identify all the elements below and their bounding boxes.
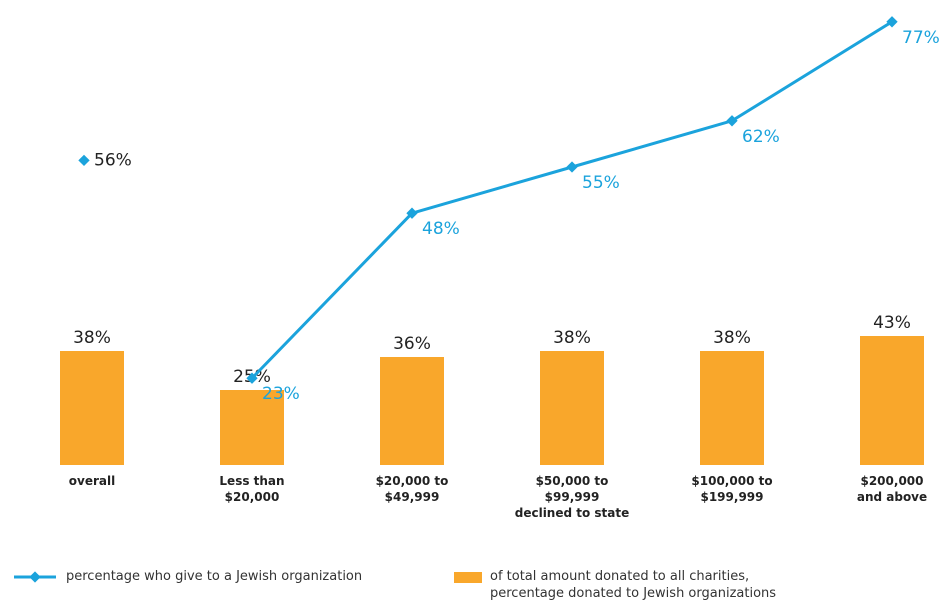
line — [250, 20, 893, 380]
line-label: 62% — [742, 127, 780, 147]
bar — [380, 357, 444, 465]
legend-label: percentage who give to a Jewish organiza… — [66, 569, 363, 584]
line-label: 48% — [422, 219, 460, 239]
bar — [220, 390, 284, 465]
marker — [78, 154, 90, 167]
bar-label: 38% — [713, 328, 751, 348]
line-label: 23% — [262, 384, 300, 404]
bar — [540, 351, 604, 465]
x-tick-label: Less than $20,000 — [219, 474, 285, 504]
line-label: 77% — [902, 28, 940, 48]
bar — [860, 336, 924, 465]
bar-label: 38% — [553, 328, 591, 348]
line-label: 56% — [94, 150, 132, 170]
legend-swatch — [454, 572, 482, 583]
x-tick-label: $20,000 to $49,999 — [375, 474, 449, 504]
bar-label: 38% — [73, 328, 111, 348]
marker — [566, 161, 578, 173]
marker — [406, 207, 418, 219]
bar — [60, 351, 124, 465]
bar — [700, 351, 764, 465]
x-tick-label: overall — [68, 474, 116, 488]
x-tick-label: $100,000 to $199,999 — [691, 474, 773, 504]
marker — [246, 372, 258, 384]
legend-label: of total amount donated to all charities… — [490, 569, 777, 601]
bar-label: 43% — [873, 313, 911, 333]
bar-label: 36% — [393, 334, 431, 354]
x-tick-label: $200,000 and above — [856, 474, 928, 504]
x-tick-label: $50,000 to $99,999 declined to state — [514, 474, 630, 520]
line-label: 55% — [582, 173, 620, 193]
legend-marker — [29, 571, 41, 583]
